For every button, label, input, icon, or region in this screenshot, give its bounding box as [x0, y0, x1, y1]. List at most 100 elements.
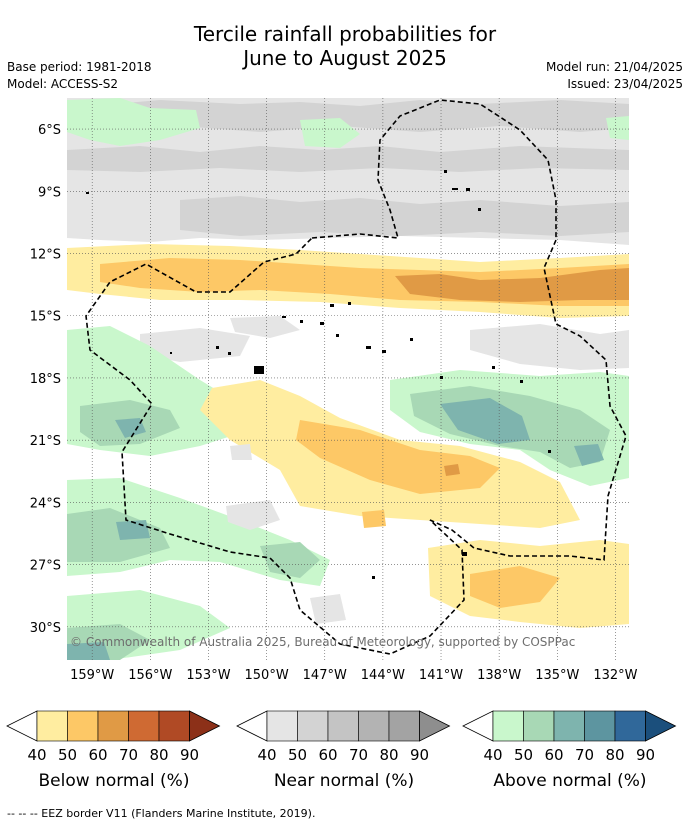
- longitude-label: 156°W: [128, 668, 172, 683]
- latitude-label: 12°S: [30, 248, 61, 263]
- colorbar-segment: [97, 710, 129, 742]
- colorbar-tick-label: 50: [288, 746, 307, 764]
- longitude-label: 138°W: [477, 668, 521, 683]
- title-line-2: June to August 2025: [243, 46, 447, 70]
- latitude-label: 30°S: [30, 621, 61, 636]
- colorbar-title-near: Near normal (%): [273, 771, 415, 791]
- colorbar-segment: [614, 710, 646, 742]
- colorbar-extend-high: [189, 710, 221, 742]
- colorbar-extend-high: [419, 710, 451, 742]
- near-normal-region: [67, 100, 629, 132]
- colorbar-segment: [128, 710, 160, 742]
- above-normal-region: [606, 116, 629, 140]
- latitude-label: 15°S: [30, 310, 61, 325]
- colorbar-tick-label: 90: [180, 746, 199, 764]
- eez-border: [85, 99, 627, 655]
- base-period: Base period: 1981-2018: [7, 60, 152, 74]
- near-normal-region: [470, 324, 629, 370]
- colorbar-extend-high: [645, 710, 677, 742]
- longitude-label: 141°W: [419, 668, 463, 683]
- colorbar-tick-label: 40: [27, 746, 46, 764]
- colorbar-tick-label: 60: [318, 746, 337, 764]
- colorbar-segment: [36, 710, 68, 742]
- above-normal-region: [300, 118, 360, 148]
- colorbar-tick-label: 90: [410, 746, 429, 764]
- colorbar-segment: [553, 710, 585, 742]
- latitude-label: 27°S: [30, 559, 61, 574]
- colorbars: 40 50 60 70 80 90 40 50 60 70 80 90 40 50 60 70 80 90: [6, 710, 677, 764]
- above-normal-region: [67, 98, 200, 146]
- colorbar-segment: [492, 710, 524, 742]
- colorbar-segment: [266, 710, 298, 742]
- near-normal-region: [180, 196, 629, 236]
- near-normal-region: [310, 594, 346, 624]
- near-normal-region: [230, 444, 252, 460]
- issued-date: Issued: 23/04/2025: [567, 77, 683, 91]
- longitude-label: 144°W: [361, 668, 405, 683]
- graticule: [67, 98, 629, 660]
- below-normal-region: [395, 268, 629, 302]
- colorbar-segment: [297, 710, 329, 742]
- above-normal-region: [67, 478, 330, 586]
- latitude-label: 24°S: [30, 496, 61, 511]
- colorbar-tick-label: 80: [605, 746, 624, 764]
- colorbar-segment: [584, 710, 616, 742]
- eez-legend-note: -- -- -- EEZ border V11 (Flanders Marine…: [7, 807, 316, 820]
- longitude-label: 147°W: [303, 668, 347, 683]
- colorbar-tick-label: 80: [149, 746, 168, 764]
- colorbar-segment: [388, 710, 420, 742]
- colorbar-segment: [358, 710, 390, 742]
- near-normal-region: [226, 500, 280, 530]
- latitude-labels: 6°S 9°S 12°S 15°S 18°S 21°S 24°S 27°S 30°S: [30, 123, 61, 636]
- colorbar-tick-label: 80: [379, 746, 398, 764]
- colorbar-tick-label: 40: [257, 746, 276, 764]
- longitude-label: 159°W: [70, 668, 114, 683]
- above-normal-region: [67, 642, 110, 660]
- longitude-labels: 159°W 156°W 153°W 150°W 147°W 144°W 141°W 138°W…: [70, 668, 638, 683]
- longitude-label: 153°W: [186, 668, 230, 683]
- above-normal-region: [115, 418, 146, 438]
- colorbar-tick-label: 70: [349, 746, 368, 764]
- colorbar-tick-label: 50: [58, 746, 77, 764]
- model-run: Model run: 21/04/2025: [545, 60, 683, 74]
- colorbar-near: 40 50 60 70 80 90: [236, 710, 451, 764]
- colorbar-extend-low: [462, 710, 494, 742]
- colorbar-extend-low: [6, 710, 38, 742]
- colorbar-extend-low: [236, 710, 268, 742]
- colorbar-segment: [158, 710, 190, 742]
- below-normal-region: [444, 464, 460, 476]
- colorbar-title-above: Above normal (%): [493, 771, 647, 791]
- colorbar-tick-label: 60: [544, 746, 563, 764]
- below-normal-region: [362, 510, 386, 528]
- colorbar-below: 40 50 60 70 80 90: [6, 710, 221, 764]
- colorbar-tick-label: 70: [575, 746, 594, 764]
- longitude-label: 150°W: [245, 668, 289, 683]
- copyright-notice: © Commonwealth of Australia 2025, Bureau…: [70, 635, 575, 649]
- above-normal-region: [260, 542, 320, 578]
- near-normal-region: [67, 146, 629, 172]
- colorbar-tick-label: 40: [483, 746, 502, 764]
- above-normal-region: [440, 398, 530, 444]
- latitude-label: 9°S: [38, 185, 61, 200]
- latitude-label: 21°S: [30, 434, 61, 449]
- colorbar-segment: [327, 710, 359, 742]
- map-area: [67, 98, 629, 660]
- latitude-label: 6°S: [38, 123, 61, 138]
- title-line-1: Tercile rainfall probabilities for: [193, 22, 497, 46]
- colorbar-title-below: Below normal (%): [38, 771, 190, 791]
- colorbar-tick-label: 90: [636, 746, 655, 764]
- colorbar-tick-label: 60: [88, 746, 107, 764]
- near-normal-region: [230, 316, 300, 338]
- colorbar-above: 40 50 60 70 80 90: [462, 710, 677, 764]
- above-normal-region: [574, 444, 604, 466]
- colorbar-tick-label: 50: [514, 746, 533, 764]
- above-normal-region: [67, 508, 170, 562]
- chart-title: Tercile rainfall probabilities for June …: [0, 22, 690, 70]
- longitude-label: 132°W: [593, 668, 637, 683]
- latitude-label: 18°S: [30, 372, 61, 387]
- colorbar-segment: [523, 710, 555, 742]
- meta-right: Model run: 21/04/2025 Issued: 23/04/2025: [546, 59, 683, 93]
- islands: [86, 170, 551, 579]
- near-normal-region: [140, 328, 250, 362]
